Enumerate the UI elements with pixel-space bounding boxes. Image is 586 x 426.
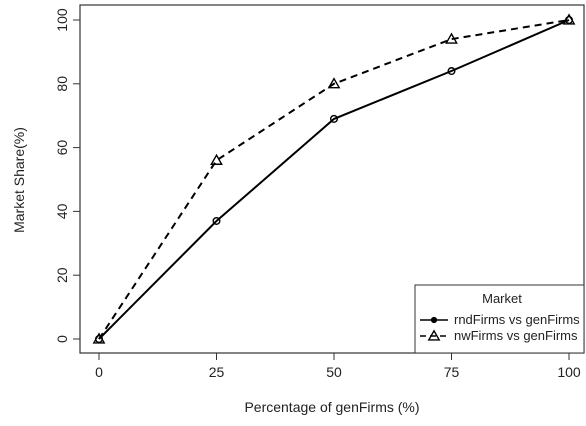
x-tick-label: 100 (557, 364, 581, 380)
series-layer (92, 13, 576, 344)
legend-marker-2 (427, 329, 441, 341)
x-tick-label: 50 (326, 364, 342, 380)
y-tick-label: 60 (54, 140, 70, 156)
series-line-2 (98, 19, 570, 340)
legend-marker-1 (430, 316, 438, 324)
y-tick-label: 0 (54, 335, 70, 343)
y-axis: 0 20 40 60 80 100 (54, 8, 80, 343)
data-point-2 (445, 32, 458, 44)
legend-box (414, 284, 585, 354)
plot-frame (79, 4, 585, 354)
data-point-1 (212, 216, 221, 225)
legend-label-1: rndFirms vs genFirms (454, 312, 580, 327)
x-axis: 0 25 50 75 100 (95, 353, 581, 380)
x-axis-title: Percentage of genFirms (%) (244, 399, 419, 415)
x-tick-label: 75 (444, 364, 460, 380)
data-point-1 (447, 67, 456, 76)
x-tick-label: 25 (209, 364, 225, 380)
legend-title: Market (482, 291, 522, 306)
y-axis-title: Market Share(%) (11, 127, 27, 233)
data-point-2 (327, 77, 341, 89)
y-tick-label: 100 (54, 8, 70, 32)
y-tick-label: 80 (54, 76, 70, 92)
y-tick-label: 40 (54, 203, 70, 219)
y-tick-label: 20 (54, 267, 70, 283)
series-line-1 (98, 19, 570, 340)
legend-label-2: nwFirms vs genFirms (454, 328, 578, 343)
data-point-1 (330, 114, 339, 123)
data-point-2 (92, 332, 106, 344)
data-point-2 (562, 13, 576, 25)
x-tick-label: 0 (95, 364, 103, 380)
data-point-2 (210, 153, 223, 165)
